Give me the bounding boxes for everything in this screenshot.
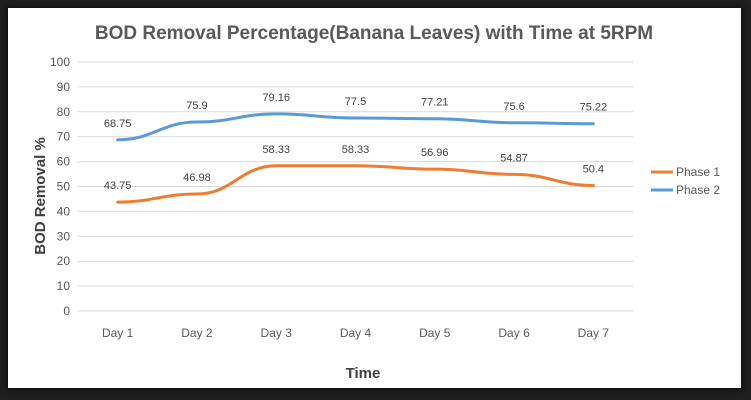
x-tick-label: Day 5 (419, 326, 451, 340)
legend: Phase 1 Phase 2 (651, 165, 720, 197)
data-label: 50.4 (583, 164, 604, 176)
y-tick-label: 40 (57, 204, 71, 218)
y-tick-label: 70 (57, 130, 71, 144)
x-tick-label: Day 1 (102, 326, 134, 340)
x-tick-labels: Day 1 Day 2 Day 3 Day 4 Day 5 Day 6 Day 7 (102, 326, 609, 340)
x-axis-title: Time (346, 365, 381, 382)
y-tick-label: 0 (63, 304, 70, 318)
chart-card: BOD Removal Percentage(Banana Leaves) wi… (8, 8, 741, 388)
x-tick-label: Day 3 (261, 326, 293, 340)
y-tick-label: 80 (57, 105, 71, 119)
data-label: 75.9 (186, 100, 207, 112)
data-label: 75.6 (503, 101, 524, 113)
y-tick-label: 100 (50, 55, 70, 69)
y-tick-label: 50 (57, 180, 71, 194)
chart-title: BOD Removal Percentage(Banana Leaves) wi… (95, 23, 653, 44)
line-chart: BOD Removal Percentage(Banana Leaves) wi… (32, 23, 720, 382)
gridlines (78, 61, 633, 312)
y-tick-label: 30 (57, 229, 71, 243)
y-axis-title: BOD Removal % (32, 137, 49, 255)
y-tick-label: 60 (57, 155, 71, 169)
legend-label: Phase 2 (676, 183, 720, 197)
y-tick-labels: 0 10 20 30 40 50 60 70 80 90 100 (50, 55, 70, 318)
x-tick-label: Day 7 (578, 326, 610, 340)
data-label: 43.75 (104, 180, 132, 192)
data-label: 58.33 (342, 144, 370, 156)
data-label: 58.33 (262, 144, 290, 156)
data-label: 46.98 (183, 172, 211, 184)
y-tick-label: 20 (57, 254, 71, 268)
x-tick-label: Day 6 (498, 326, 530, 340)
x-tick-label: Day 2 (181, 326, 213, 340)
x-tick-label: Day 4 (340, 326, 372, 340)
y-tick-label: 90 (57, 80, 71, 94)
data-label: 77.21 (421, 97, 449, 109)
data-label: 77.5 (345, 96, 366, 108)
series-lines (116, 112, 595, 204)
series-line-phase-1 (116, 164, 595, 204)
data-label: 79.16 (262, 92, 290, 104)
series-line-phase-2 (116, 112, 595, 142)
legend-label: Phase 1 (676, 165, 720, 179)
data-labels: 43.75 46.98 58.33 58.33 56.96 54.87 50.4 68.75 7… (104, 92, 607, 192)
data-label: 68.75 (104, 118, 132, 130)
data-label: 56.96 (421, 147, 449, 159)
data-label: 54.87 (500, 152, 528, 164)
y-tick-label: 10 (57, 279, 71, 293)
data-label: 75.22 (580, 102, 608, 114)
